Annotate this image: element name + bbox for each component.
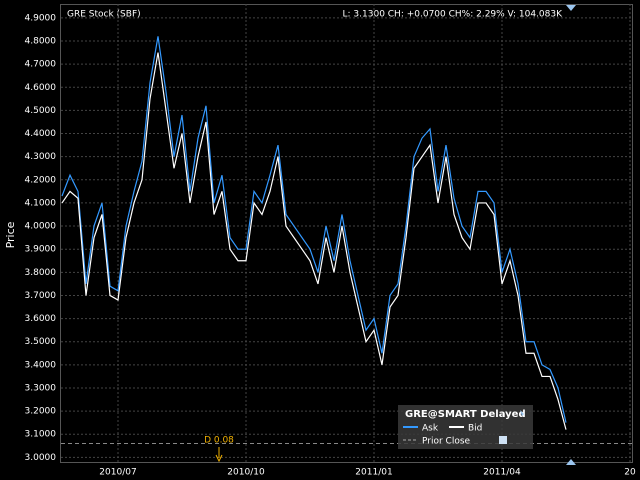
x-tick-label: 2010/10 (227, 468, 265, 478)
x-tick-label: 20 (624, 468, 636, 478)
legend-box (398, 405, 533, 449)
dividend-annotation: D 0.08 (204, 436, 234, 446)
dividend-arrow (215, 447, 223, 463)
y-tick-label: 4.7000 (25, 60, 57, 70)
y-tick-label: 4.8000 (25, 37, 57, 47)
y-tick-label: 3.9000 (25, 245, 57, 255)
y-tick-label: 3.0000 (25, 453, 57, 463)
y-tick-label: 3.1000 (25, 430, 57, 440)
x-tick-label: 2010/07 (99, 468, 136, 478)
y-tick-label: 4.0000 (25, 222, 57, 232)
plot-frame (60, 4, 633, 463)
grid (61, 4, 632, 462)
y-tick-label: 3.6000 (25, 314, 57, 324)
x-tick-label: 2011/01 (355, 468, 392, 478)
y-tick-label: 4.3000 (25, 152, 57, 162)
price-line (61, 36, 567, 423)
y-tick-label: 3.5000 (25, 337, 57, 347)
legend-icon[interactable] (520, 410, 524, 416)
y-tick-label: 3.2000 (25, 407, 57, 417)
scroll-marker[interactable] (566, 459, 576, 465)
y-tick-label: 3.4000 (25, 360, 57, 370)
legend-label: Prior Close (422, 437, 471, 447)
stats: L: 3.1300 CH: +0.0700 CH%: 2.29% V: 104.… (343, 10, 564, 20)
y-tick-label: 4.2000 (25, 175, 57, 185)
scroll-marker[interactable] (566, 5, 576, 11)
y-tick-label: 3.7000 (25, 291, 57, 301)
y-tick-label: 4.6000 (25, 83, 57, 93)
lines (61, 36, 632, 444)
y-tick-label: 4.4000 (25, 129, 57, 139)
x-tick-label: 2011/04 (483, 468, 521, 478)
y-tick-label: 4.1000 (25, 198, 57, 208)
y-tick-label: 4.9000 (25, 13, 57, 23)
legend-label: Ask (422, 424, 439, 434)
y-axis-label: Price (4, 221, 17, 248)
legend-label: Bid (468, 424, 482, 434)
y-tick-label: 4.5000 (25, 106, 57, 116)
checkbox[interactable] (499, 436, 507, 444)
chart-title: GRE Stock (SBF) (67, 10, 141, 20)
y-tick-label: 3.3000 (25, 383, 57, 393)
price-line (61, 52, 567, 430)
y-tick-label: 3.8000 (25, 268, 57, 278)
legend-title: GRE@SMART Delayed (405, 409, 526, 420)
legend: GRE@SMART Delayed Ask Bid Prior Close (398, 405, 533, 449)
